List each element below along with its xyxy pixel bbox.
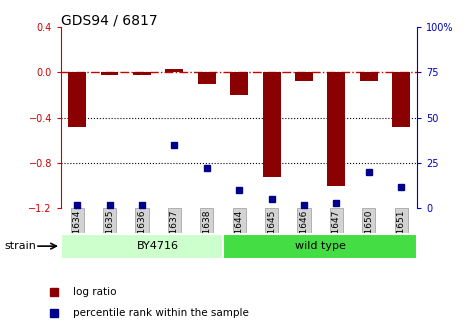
Bar <box>360 72 378 81</box>
Text: strain: strain <box>5 241 37 251</box>
Bar <box>133 72 151 75</box>
Bar <box>101 72 119 75</box>
Bar <box>61 234 256 259</box>
Bar <box>166 69 183 72</box>
Bar <box>263 72 280 177</box>
Bar <box>230 72 248 95</box>
Text: log ratio: log ratio <box>73 287 117 297</box>
Bar <box>198 72 216 84</box>
Bar <box>68 72 86 127</box>
Text: BY4716: BY4716 <box>137 241 179 251</box>
Bar <box>327 72 345 185</box>
Text: wild type: wild type <box>295 241 346 251</box>
Bar <box>392 72 410 127</box>
Text: GDS94 / 6817: GDS94 / 6817 <box>61 13 158 28</box>
Text: percentile rank within the sample: percentile rank within the sample <box>73 308 249 318</box>
Bar <box>295 72 313 81</box>
Bar <box>223 234 417 259</box>
